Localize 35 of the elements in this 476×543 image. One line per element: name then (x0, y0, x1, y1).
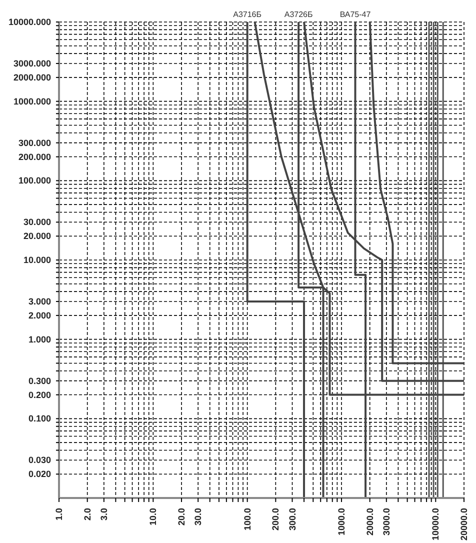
y-tick-label: 0.200 (28, 390, 51, 400)
x-tick-label: 20000.0 (459, 508, 469, 541)
x-tick-label: 200.0 (270, 508, 281, 531)
y-tick-label: 0.100 (28, 414, 51, 424)
x-tick-label: 100.0 (242, 508, 252, 531)
y-tick-label: 100.000 (18, 176, 51, 186)
series-label: А3726Б (284, 10, 313, 19)
series-label: ВА75-47 (340, 10, 372, 19)
y-tick-label: 10.000 (23, 255, 51, 265)
y-tick-label: 0.020 (28, 469, 51, 480)
x-tick-label: 1.0 (54, 508, 64, 521)
y-tick-label: 200.000 (18, 152, 51, 162)
y-tick-label: 1000.000 (13, 96, 51, 106)
x-tick-label: 3.0 (98, 508, 109, 521)
y-tick-label: 10000.000 (8, 17, 51, 27)
x-tick-label: 2000.0 (364, 508, 375, 536)
series-label: А3716Б (233, 10, 262, 19)
y-tick-label: 30.000 (23, 217, 51, 228)
y-tick-label: 0.030 (28, 455, 51, 466)
x-tick-label: 30.0 (193, 508, 204, 526)
x-tick-label: 3000.0 (381, 508, 392, 536)
x-tick-label: 10000.0 (430, 508, 441, 541)
y-tick-label: 300.000 (18, 138, 51, 148)
x-tick-label: 2.0 (82, 508, 92, 521)
y-tick-label: 2.000 (28, 310, 51, 320)
y-tick-label: 1.000 (28, 334, 51, 344)
y-tick-label: 3000.000 (13, 58, 51, 68)
x-tick-label: 1000.0 (336, 508, 346, 536)
x-tick-label: 10.0 (148, 508, 158, 526)
y-tick-label: 0.300 (28, 376, 51, 386)
y-tick-label: 3.000 (28, 296, 51, 306)
y-tick-label: 20.000 (23, 231, 51, 242)
y-tick-label: 2000.000 (13, 72, 51, 82)
x-tick-label: 20.0 (176, 508, 187, 526)
x-tick-label: 300.0 (287, 508, 298, 531)
